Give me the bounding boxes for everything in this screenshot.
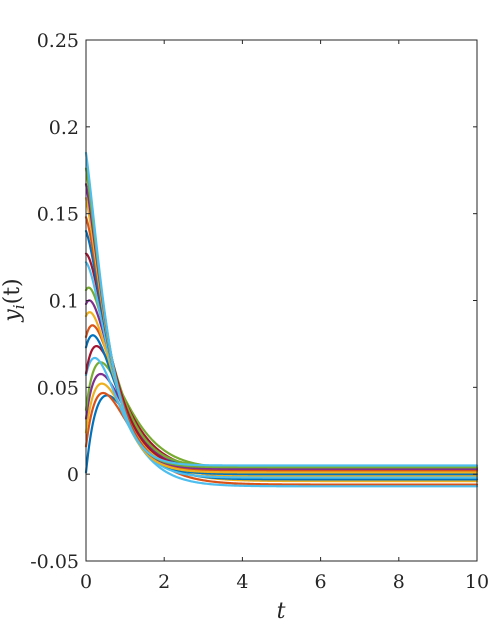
x-tick-label: 2 xyxy=(158,571,170,593)
x-tick-label: 6 xyxy=(315,571,327,593)
series-line xyxy=(84,151,479,467)
y-axis: -0.05 0 0.05 0.1 0.15 0.2 0.25 xyxy=(30,30,477,573)
plot-area xyxy=(86,40,477,561)
x-axis-label: t xyxy=(277,599,286,624)
y-tick-label: -0.05 xyxy=(30,551,79,573)
x-tick-label: 4 xyxy=(236,571,248,593)
series-line xyxy=(84,356,479,488)
series-line xyxy=(84,196,479,474)
series-line xyxy=(84,311,479,477)
x-tick-label: 0 xyxy=(80,571,92,593)
series-group xyxy=(84,151,479,488)
y-axis-label-subscript: i xyxy=(10,304,28,309)
y-tick-label: 0.2 xyxy=(49,117,79,139)
y-tick-label: 0.15 xyxy=(37,204,79,226)
y-tick-label: 0.05 xyxy=(37,377,79,399)
y-axis-label-base: y xyxy=(0,309,25,323)
y-axis-label-suffix: (t) xyxy=(0,278,25,304)
y-tick-label: 0.25 xyxy=(37,30,79,52)
x-tick-label: 8 xyxy=(393,571,405,593)
y-tick-label: 0 xyxy=(67,464,79,486)
y-tick-label: 0.1 xyxy=(49,291,79,313)
y-axis-label: yi(t) xyxy=(0,278,28,322)
x-tick-label: 10 xyxy=(465,571,489,593)
x-axis: 0 2 4 6 8 10 xyxy=(80,40,489,593)
